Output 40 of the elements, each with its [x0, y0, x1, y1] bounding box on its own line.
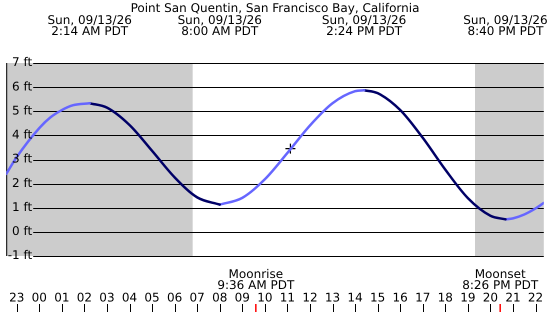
x-tick-label: 14	[347, 290, 363, 304]
x-tick-label: 18	[438, 290, 453, 304]
x-tick-label: 22	[528, 290, 544, 304]
x-tick-label: 02	[76, 290, 92, 304]
x-tick-label: 09	[234, 290, 250, 304]
x-tick-label: 08	[212, 290, 228, 304]
text: Sun, 09/13/26 8:40 PM PDT	[463, 13, 548, 38]
chart-title: Point San Quentin, San Francisco Bay, California	[130, 1, 420, 15]
y-tick-label: 3 ft	[12, 152, 32, 166]
x-tick-label: 19	[460, 290, 476, 304]
x-tick-label: 04	[122, 290, 138, 304]
y-tick-label: 4 ft	[12, 128, 32, 142]
x-tick-label: 12	[302, 290, 318, 304]
y-tick-label: 7 ft	[12, 55, 32, 70]
text: Sun, 09/13/26 8:00 AM PDT	[178, 13, 262, 38]
x-tick-label: 20	[482, 290, 498, 304]
y-tick-label: 0 ft	[12, 224, 32, 238]
y-tick-label: 1 ft	[12, 200, 32, 214]
ref-line-label: Moonset 8:26 PM PDT	[462, 267, 539, 292]
x-tick-label: 17	[415, 290, 430, 304]
y-tick-label: -1 ft	[8, 248, 32, 262]
x-tick-label: 10	[257, 290, 272, 304]
text: Sun, 09/13/26 2:14 AM PDT	[47, 13, 132, 38]
x-tick-label: 15	[370, 290, 386, 304]
ref-line-label: Moonrise 9:36 AM PDT	[217, 267, 295, 292]
x-tick-label: 00	[32, 290, 47, 304]
x-tick-label: 06	[166, 290, 182, 304]
x-tick-label: 21	[505, 290, 521, 304]
x-tick-label: 16	[392, 290, 408, 304]
x-tick-label: 23	[9, 290, 24, 304]
text: Sun, 09/13/26 2:24 PM PDT	[322, 13, 406, 38]
x-tick-label: 03	[99, 290, 115, 304]
x-tick-label: 13	[324, 290, 340, 304]
x-tick-label: 07	[190, 290, 205, 304]
x-tick-label: 11	[280, 290, 296, 304]
x-tick-label: 01	[54, 290, 70, 304]
y-tick-label: 5 ft	[12, 103, 32, 118]
y-tick-label: 2 ft	[12, 176, 32, 190]
x-tick-label: 05	[144, 290, 160, 304]
y-tick-label: 6 ft	[12, 79, 32, 94]
